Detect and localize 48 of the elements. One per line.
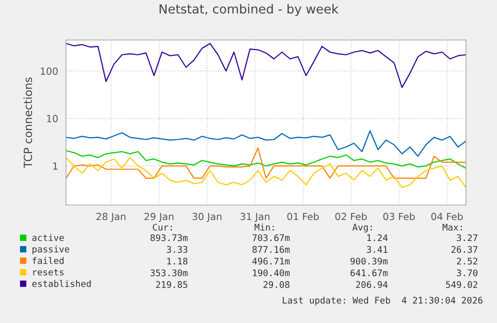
text: 1.24 — [367, 234, 388, 242]
text: 1.18 — [167, 258, 188, 265]
text: 641.67m — [350, 269, 388, 276]
x-tick-label: 31 Jan — [240, 212, 270, 222]
y-tick-label: 1 — [53, 162, 58, 170]
text: Max: — [442, 224, 462, 231]
text: 29.08 — [263, 281, 290, 288]
text: 353.30m — [150, 269, 188, 276]
line-series — [66, 130, 466, 157]
x-tick-label: 02 Feb — [335, 212, 367, 220]
legend-label: failed — [32, 256, 64, 264]
text: 703.67m — [252, 234, 290, 242]
line-series — [66, 42, 466, 88]
x-tick-label: 03 Feb — [383, 212, 415, 220]
text: 893.73m — [150, 234, 188, 242]
x-tick-label: 04 Feb — [431, 212, 463, 220]
text: Min: — [254, 224, 274, 231]
text: Last update: Wed Feb 4 21:30:04 2026 — [282, 296, 482, 306]
line-series — [66, 150, 466, 169]
y-axis-title: TCP connections — [23, 77, 32, 168]
text: 206.94 — [356, 281, 388, 288]
text: Cur: — [152, 224, 172, 231]
legend-label: resets — [33, 269, 64, 276]
text: 3.33 — [166, 246, 188, 253]
x-tick-label: 28 Jan — [96, 212, 126, 222]
text: 26.37 — [451, 246, 478, 253]
text: 3.27 — [456, 234, 478, 242]
x-tick-label: 01 Feb — [287, 212, 319, 220]
x-tick-label: 30 Jan — [192, 212, 222, 222]
text: 900.39m — [350, 258, 388, 265]
text: 3.41 — [366, 246, 388, 253]
line-series — [66, 156, 466, 188]
text: 496.71m — [252, 258, 290, 265]
text: 3.70 — [456, 269, 478, 276]
text: 219.85 — [156, 281, 188, 288]
y-tick-label: 100 — [40, 67, 58, 75]
text: 877.16m — [252, 246, 290, 253]
legend-label: passive — [32, 246, 70, 254]
x-tick-label: 29 Jan — [144, 212, 174, 222]
text: 549.02 — [446, 281, 478, 288]
legend-label: established — [32, 280, 91, 288]
y-tick-label: 10 — [47, 114, 58, 122]
text: 190.40m — [253, 269, 290, 276]
text: 2.52 — [456, 258, 478, 265]
line-series — [66, 147, 466, 179]
chart-title: Netstat, combined - by week — [160, 4, 339, 16]
text: Avg: — [352, 224, 372, 232]
legend-label: active — [32, 234, 64, 242]
